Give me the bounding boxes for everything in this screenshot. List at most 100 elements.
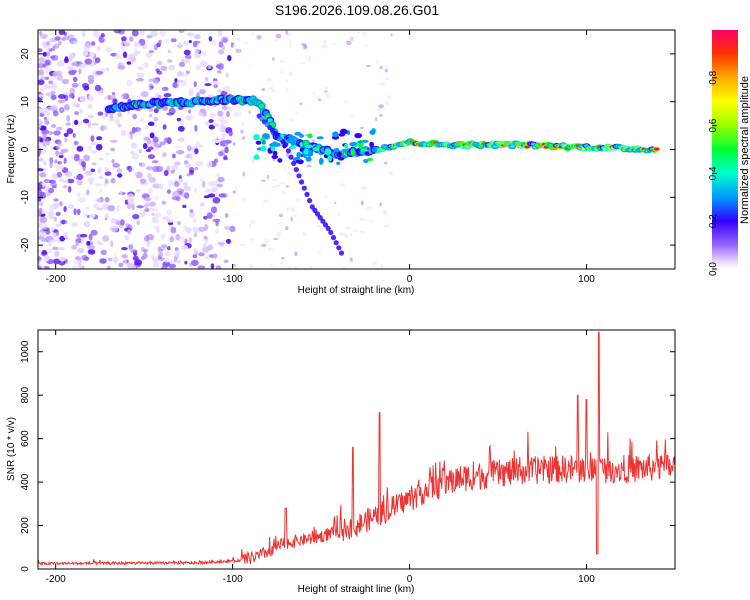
spectrogram-noise-blob [339,183,346,188]
spectrogram-noise-blob [114,54,122,60]
spectrogram-ridge-mark [255,140,262,145]
spectrogram-noise-blob [152,165,160,173]
spectrogram-noise-blob [152,136,159,143]
spectrogram-noise-blob [126,54,135,61]
spectrogram-noise-blob [274,184,281,187]
spectrogram-noise-blob [384,100,390,106]
spectrogram-noise-blob [151,160,159,164]
spectrogram-noise-blob [76,208,81,215]
spectrogram-noise-blob [206,212,213,219]
spectrogram-noise-blob [130,249,138,254]
spectrogram-noise-blob [163,169,169,177]
spectrogram-noise-blob [188,87,194,93]
spectrogram-noise-blob [194,167,199,170]
spectrogram-noise-blob [147,173,152,179]
spectrogram-noise-blob [165,209,173,216]
spectrogram-noise-blob [57,247,65,251]
spectrogram-noise-blob [73,259,80,265]
spectrogram-noise-blob [105,47,112,53]
spectrogram-noise-blob [194,148,199,155]
spectrogram-noise-blob [116,168,122,174]
spectrogram-ridge-mark [307,133,313,139]
spectrogram-noise-blob [81,161,86,168]
spectrogram-ytick-label: 0 [20,146,31,152]
spectrogram-noise-blob [38,94,42,98]
spectrogram-noise-blob [102,113,106,120]
spectrogram-noise-blob [357,31,360,34]
spectrogram-noise-blob [117,65,126,70]
spectrogram-noise-blob [204,238,209,243]
spectrogram-noise-blob [48,204,55,211]
spectrogram-noise-blob [271,57,275,61]
spectrogram-noise-blob [278,222,281,225]
spectrogram-noise-blob [57,40,62,46]
spectrogram-ridge-mark [358,142,364,150]
spectrogram-noise-blob [202,180,206,188]
spectrogram-noise-blob [349,35,354,41]
spectrogram-noise-blob [224,139,232,144]
spectrogram-noise-blob [38,202,44,207]
spectrogram-noise-blob [154,79,159,85]
spectrogram-noise-blob [181,245,189,250]
spectrogram-noise-blob [206,161,213,168]
spectrogram-noise-blob [52,258,61,265]
spectrogram-noise-blob [39,87,45,91]
spectrogram-noise-blob [240,243,246,247]
snr-ytick-label: 800 [20,386,31,403]
spectrogram-ridge-mark [296,151,302,158]
spectrogram-noise-blob [83,118,90,124]
spectrogram-noise-blob [163,258,170,263]
spectrogram-noise-blob [375,60,380,64]
spectrogram-noise-blob [66,178,75,184]
spectrogram-noise-blob [135,188,142,193]
spectrogram-ridge-mark [277,158,283,163]
spectrogram-noise-blob [63,206,67,213]
spectrogram-noise-blob [203,223,209,231]
spectrogram-noise-blob [87,114,95,119]
spectrogram-noise-blob [205,188,211,193]
spectrogram-branch-mark [307,198,313,204]
spectrogram-noise-blob [131,203,135,211]
spectrogram-noise-blob [97,111,104,116]
spectrogram-noise-blob [293,266,298,269]
spectrogram-noise-blob [286,185,289,188]
spectrogram-noise-blob [58,94,66,99]
spectrogram-noise-blob [213,83,218,89]
spectrogram-noise-blob [139,30,145,36]
spectrogram-noise-blob [102,203,109,210]
spectrogram-noise-blob [71,222,78,228]
spectrogram-noise-blob [168,64,175,71]
spectrogram-noise-blob [228,131,233,137]
spectrogram-noise-blob [93,203,99,209]
spectrogram-noise-blob [345,225,352,230]
spectrogram-noise-blob [251,32,256,36]
spectrogram-noise-blob [38,207,43,215]
spectrogram-noise-blob [152,183,160,189]
spectrogram-noise-blob [379,113,383,117]
spectrogram-noise-blob [147,154,155,160]
spectrogram-noise-blob [224,213,229,218]
spectrogram-noise-blob [38,57,45,64]
spectrogram-noise-blob [152,216,157,222]
spectrogram-noise-blob [87,248,96,255]
spectrogram-noise-blob [120,40,124,46]
spectrogram-noise-blob [63,157,67,164]
spectrogram-noise-blob [159,31,166,37]
spectrogram-noise-blob [44,254,50,262]
spectrogram-noise-blob [176,117,182,122]
spectrogram-noise-blob [72,133,76,138]
spectrogram-noise-blob [338,211,341,217]
spectrogram-noise-blob [45,188,49,196]
spectrogram-noise-blob [226,111,230,118]
spectrogram-noise-blob [85,206,90,211]
spectrogram-noise-blob [218,49,225,55]
spectrogram-noise-blob [67,204,75,209]
spectrogram-noise-blob [115,205,121,212]
spectrogram-noise-blob [90,141,98,146]
spectrogram-noise-blob [73,208,77,216]
spectrogram-noise-blob [110,147,115,152]
spectrogram-noise-blob [198,112,203,116]
spectrogram-noise-blob [57,99,66,104]
spectrogram-ridge-mark [261,133,270,140]
